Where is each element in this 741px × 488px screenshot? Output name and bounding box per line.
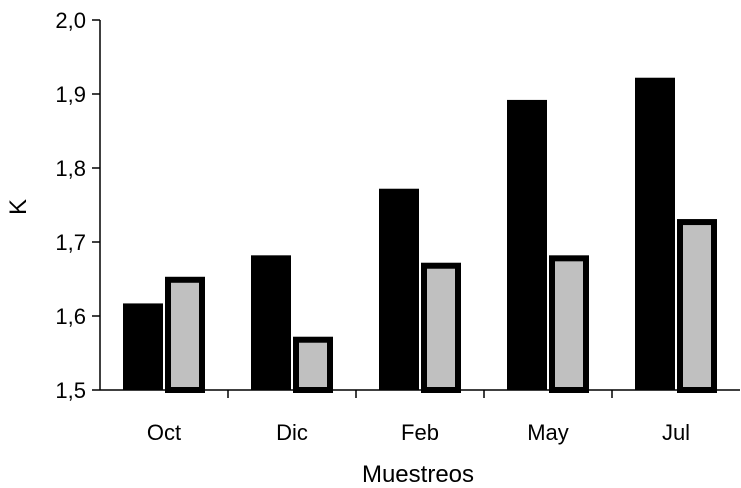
y-tick-label: 1,7 <box>55 230 86 255</box>
x-tick-label: Oct <box>147 420 181 445</box>
bar-series-1 <box>251 255 291 390</box>
bar-series-2 <box>165 276 205 393</box>
bar-series-1 <box>123 303 163 390</box>
bar-series-2 <box>677 219 717 393</box>
bar-series-1 <box>507 99 547 391</box>
x-ticks-group: Oct Dic Feb May Jul <box>147 390 690 445</box>
y-tick-label: 1,5 <box>55 378 86 403</box>
y-axis-title: K <box>5 199 32 215</box>
y-ticks-group: 1,5 1,6 1,7 1,8 1,9 2,0 <box>55 8 100 403</box>
x-axis-title: Muestreos <box>362 461 474 488</box>
bar-series-2 <box>421 262 461 393</box>
bars-group <box>123 77 717 393</box>
y-tick-label: 2,0 <box>55 8 86 33</box>
x-tick-label: Jul <box>662 420 690 445</box>
x-tick-label: Dic <box>276 420 308 445</box>
y-tick-label: 1,9 <box>55 82 86 107</box>
bar-series-2 <box>293 336 333 393</box>
x-tick-label: May <box>527 420 569 445</box>
bar-series-2 <box>549 255 589 393</box>
y-tick-label: 1,8 <box>55 156 86 181</box>
bar-series-1 <box>635 77 675 390</box>
bar-series-1 <box>379 188 419 390</box>
y-tick-label: 1,6 <box>55 304 86 329</box>
x-tick-label: Feb <box>401 420 439 445</box>
